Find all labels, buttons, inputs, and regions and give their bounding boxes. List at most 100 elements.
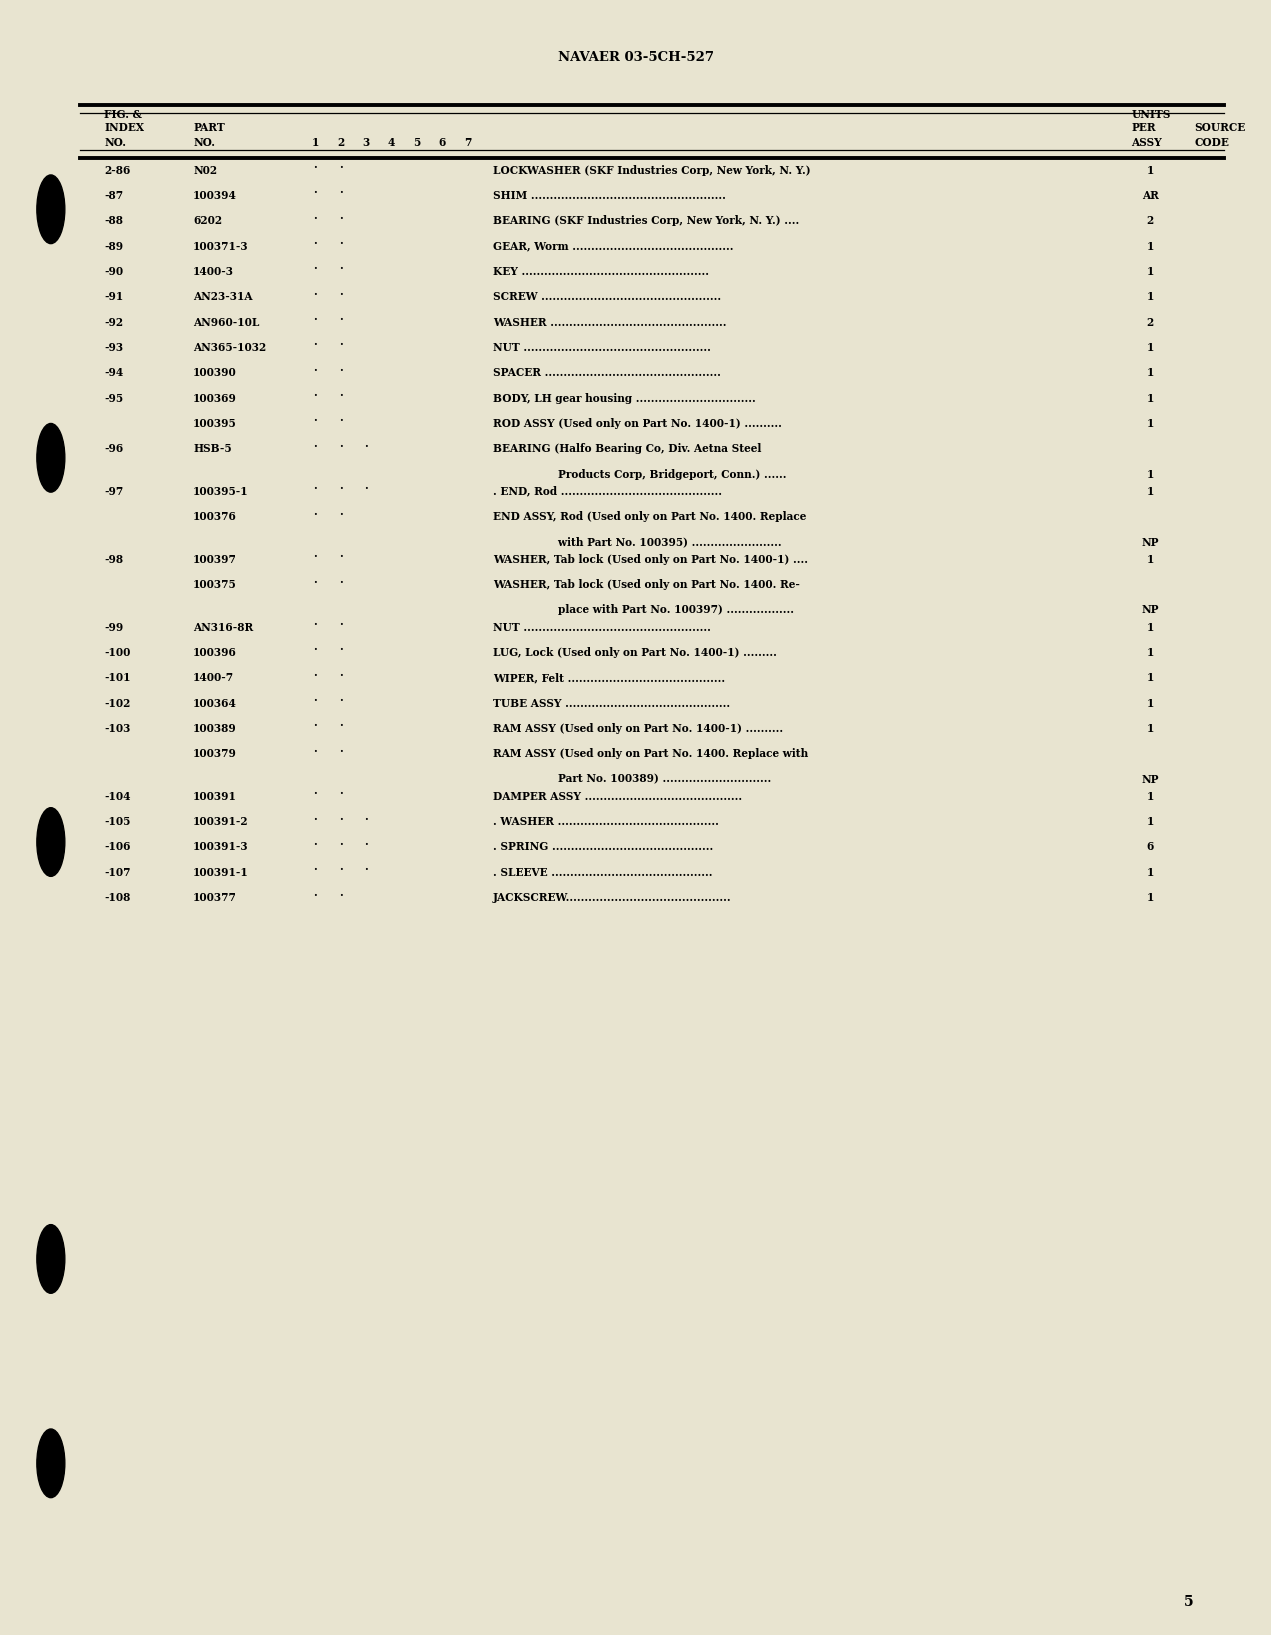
Text: -90: -90	[104, 267, 123, 276]
Text: 1: 1	[1146, 392, 1154, 404]
Text: NP: NP	[1141, 773, 1159, 785]
Text: .: .	[314, 337, 316, 347]
Text: . END, Rod ...........................................: . END, Rod .............................…	[493, 486, 722, 497]
Text: .: .	[314, 785, 316, 796]
Text: 1400-3: 1400-3	[193, 267, 234, 276]
Text: -91: -91	[104, 291, 123, 302]
Text: UNITS: UNITS	[1131, 110, 1171, 119]
Text: 1: 1	[1146, 291, 1154, 302]
Text: 1: 1	[1146, 240, 1154, 252]
Text: .: .	[339, 286, 342, 296]
Text: .: .	[314, 574, 316, 584]
Ellipse shape	[37, 1429, 65, 1498]
Text: 1: 1	[1146, 698, 1154, 708]
Text: 100391-3: 100391-3	[193, 842, 249, 852]
Text: BODY, LH gear housing ................................: BODY, LH gear housing ..................…	[493, 392, 756, 404]
Text: 1: 1	[311, 137, 319, 147]
Text: 1: 1	[1146, 486, 1154, 497]
Text: LOCKWASHER (SKF Industries Corp, New York, N. Y.): LOCKWASHER (SKF Industries Corp, New Yor…	[493, 165, 811, 175]
Text: RAM ASSY (Used only on Part No. 1400. Replace with: RAM ASSY (Used only on Part No. 1400. Re…	[493, 749, 808, 759]
Text: 7: 7	[464, 137, 472, 147]
Text: -99: -99	[104, 621, 123, 633]
Text: .: .	[339, 835, 342, 847]
Text: .: .	[314, 260, 316, 271]
Text: .: .	[314, 548, 316, 559]
Text: .: .	[314, 862, 316, 871]
Text: .: .	[339, 311, 342, 322]
Text: .: .	[339, 412, 342, 423]
Text: RAM ASSY (Used only on Part No. 1400-1) ..........: RAM ASSY (Used only on Part No. 1400-1) …	[493, 723, 783, 734]
Text: Part No. 100389) .............................: Part No. 100389) .......................…	[529, 773, 771, 785]
Ellipse shape	[37, 808, 65, 876]
Text: 1: 1	[1146, 165, 1154, 175]
Text: NP: NP	[1141, 605, 1159, 615]
Text: SCREW ................................................: SCREW ..................................…	[493, 291, 721, 302]
Text: .: .	[339, 862, 342, 871]
Text: place with Part No. 100397) ..................: place with Part No. 100397) ............…	[529, 605, 793, 615]
Text: 1: 1	[1146, 621, 1154, 633]
Text: .: .	[339, 235, 342, 245]
Text: DAMPER ASSY ..........................................: DAMPER ASSY ............................…	[493, 791, 742, 801]
Text: .: .	[339, 505, 342, 517]
Text: .: .	[339, 337, 342, 347]
Text: .: .	[339, 361, 342, 373]
Text: .: .	[339, 811, 342, 821]
Text: BEARING (Halfo Bearing Co, Div. Aetna Steel: BEARING (Halfo Bearing Co, Div. Aetna St…	[493, 443, 761, 455]
Text: -88: -88	[104, 216, 123, 226]
Text: 100395: 100395	[193, 419, 236, 428]
Text: .: .	[339, 185, 342, 195]
Text: 5: 5	[1183, 1596, 1193, 1609]
Text: 100364: 100364	[193, 698, 238, 708]
Text: 100376: 100376	[193, 512, 238, 522]
Text: .: .	[314, 361, 316, 373]
Text: 100379: 100379	[193, 749, 238, 759]
Text: .: .	[339, 785, 342, 796]
Text: .: .	[339, 667, 342, 677]
Text: -100: -100	[104, 647, 131, 657]
Text: WASHER ...............................................: WASHER .................................…	[493, 317, 727, 327]
Text: END ASSY, Rod (Used only on Part No. 1400. Replace: END ASSY, Rod (Used only on Part No. 140…	[493, 512, 807, 522]
Text: .: .	[314, 159, 316, 170]
Text: 6202: 6202	[193, 216, 222, 226]
Text: -104: -104	[104, 791, 131, 801]
Text: -95: -95	[104, 392, 123, 404]
Text: ASSY: ASSY	[1131, 137, 1162, 147]
Text: .: .	[365, 438, 367, 448]
Text: .: .	[339, 209, 342, 221]
Ellipse shape	[37, 423, 65, 492]
Text: -98: -98	[104, 554, 123, 564]
Text: 6: 6	[438, 137, 446, 147]
Text: 100389: 100389	[193, 723, 236, 734]
Text: .: .	[314, 286, 316, 296]
Text: 1: 1	[1146, 554, 1154, 564]
Text: .: .	[314, 811, 316, 821]
Text: -94: -94	[104, 368, 123, 378]
Text: .: .	[314, 209, 316, 221]
Text: .: .	[314, 616, 316, 626]
Text: .: .	[314, 718, 316, 728]
Text: SPACER ...............................................: SPACER .................................…	[493, 368, 721, 378]
Text: 1: 1	[1146, 893, 1154, 903]
Text: .: .	[339, 616, 342, 626]
Text: 1: 1	[1146, 791, 1154, 801]
Text: .: .	[314, 667, 316, 677]
Text: 1400-7: 1400-7	[193, 672, 234, 683]
Text: .: .	[314, 481, 316, 490]
Text: .: .	[314, 692, 316, 703]
Text: WIPER, Felt ..........................................: WIPER, Felt ............................…	[493, 672, 726, 683]
Text: -89: -89	[104, 240, 123, 252]
Text: SOURCE: SOURCE	[1195, 123, 1246, 132]
Text: 1: 1	[1146, 267, 1154, 276]
Text: WASHER, Tab lock (Used only on Part No. 1400. Re-: WASHER, Tab lock (Used only on Part No. …	[493, 579, 799, 590]
Text: .: .	[314, 412, 316, 423]
Text: . SLEEVE ...........................................: . SLEEVE ...............................…	[493, 867, 713, 878]
Text: -106: -106	[104, 842, 131, 852]
Text: -101: -101	[104, 672, 131, 683]
Text: 100391: 100391	[193, 791, 238, 801]
Text: 100391-2: 100391-2	[193, 816, 249, 827]
Text: 2: 2	[1146, 317, 1154, 327]
Text: LUG, Lock (Used only on Part No. 1400-1) .........: LUG, Lock (Used only on Part No. 1400-1)…	[493, 647, 777, 657]
Text: .: .	[314, 505, 316, 517]
Text: 4: 4	[388, 137, 395, 147]
Text: 6: 6	[1146, 842, 1154, 852]
